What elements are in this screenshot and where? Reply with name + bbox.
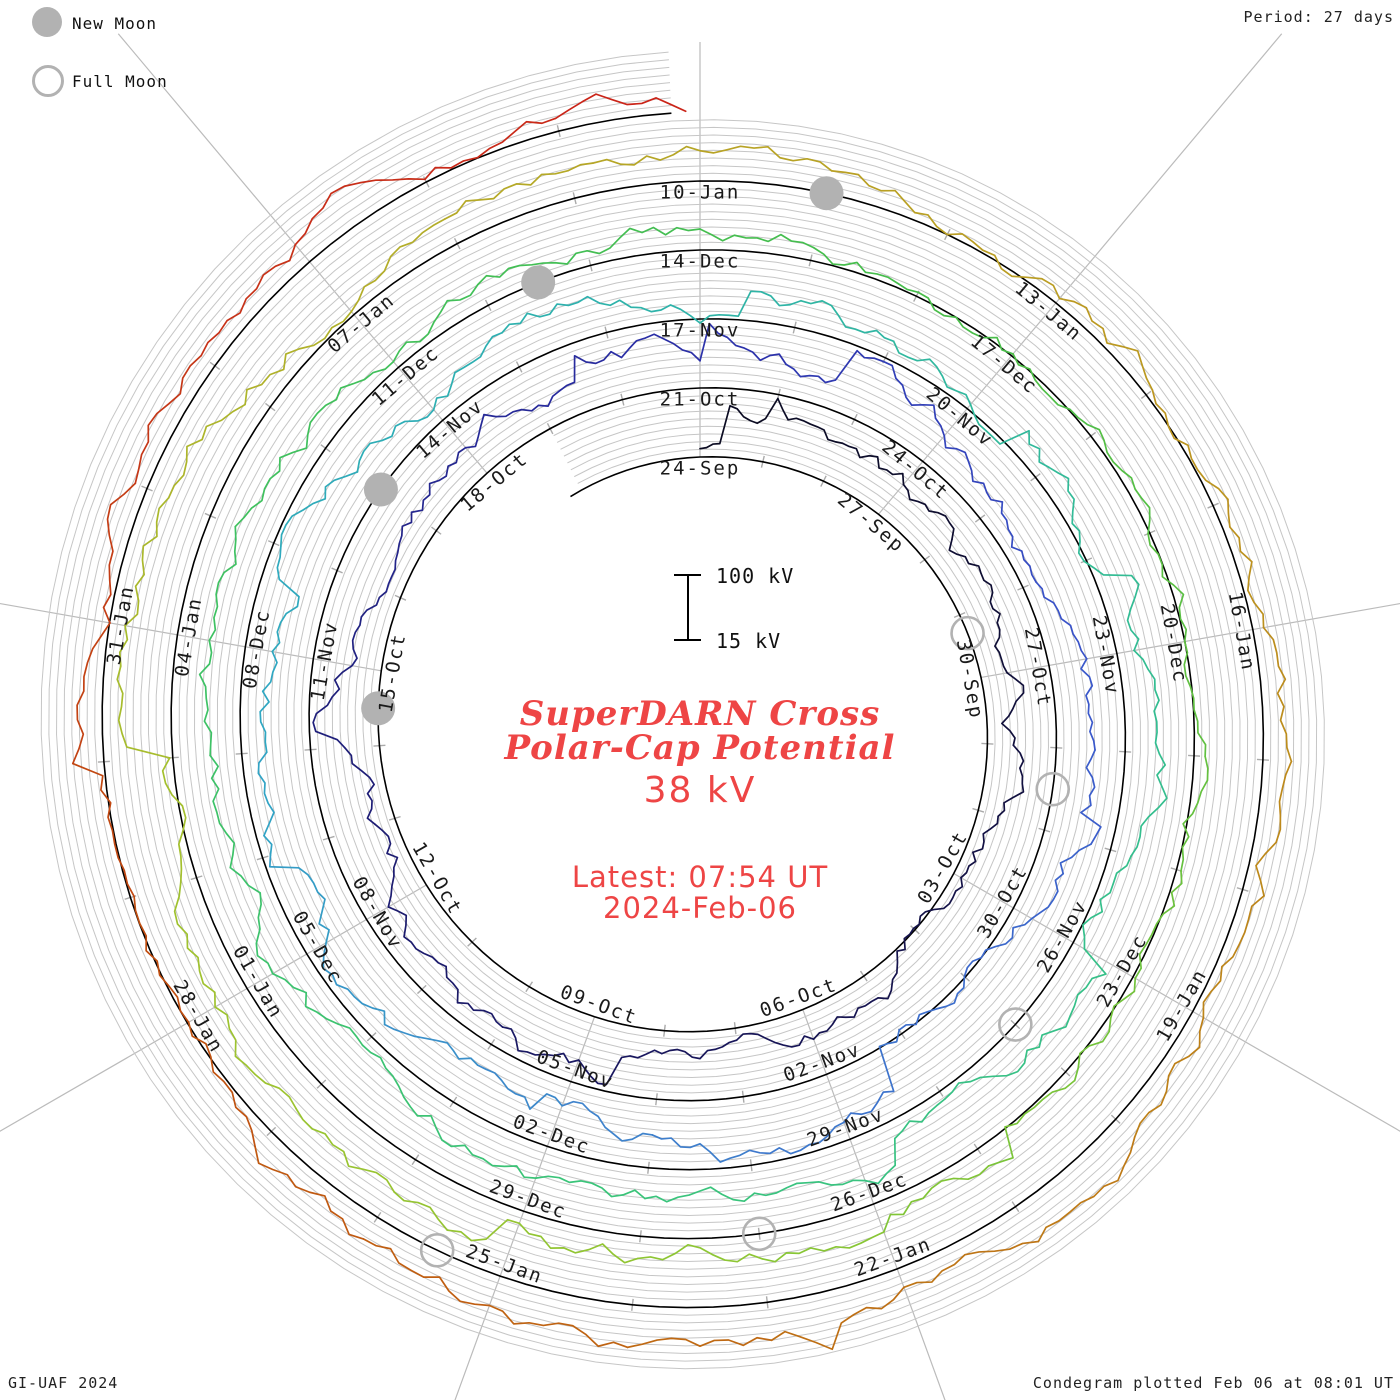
full-moon-icon bbox=[32, 65, 64, 97]
date-label: 05-Nov bbox=[534, 1046, 617, 1094]
credit-label: GI-UAF 2024 bbox=[8, 1374, 119, 1392]
scale-bar-cap-top bbox=[674, 574, 701, 576]
date-label: 07-Jan bbox=[323, 289, 399, 358]
date-label: 29-Dec bbox=[486, 1175, 569, 1223]
moon-markers bbox=[361, 176, 1071, 1268]
full-moon-marker bbox=[950, 615, 985, 651]
date-label: 18-Oct bbox=[456, 448, 532, 517]
date-label: 14-Dec bbox=[660, 251, 741, 273]
new-moon-marker bbox=[361, 691, 396, 726]
date-label: 11-Nov bbox=[307, 619, 343, 702]
current-value: 38 kV bbox=[643, 770, 757, 811]
scale-bar-line bbox=[687, 575, 689, 640]
latest-date: 2024-Feb-06 bbox=[603, 891, 797, 925]
full-moon-marker bbox=[419, 1233, 455, 1268]
latest-time: Latest: 07:54 UT bbox=[571, 860, 829, 894]
date-label: 25-Jan bbox=[463, 1240, 546, 1288]
scale-bottom-label: 15 kV bbox=[716, 629, 782, 653]
date-label: 08-Dec bbox=[239, 607, 275, 690]
full-moon-marker bbox=[741, 1216, 777, 1252]
date-label: 14-Nov bbox=[412, 395, 488, 464]
date-label: 09-Oct bbox=[557, 981, 640, 1029]
date-label: 21-Oct bbox=[660, 389, 741, 411]
plotted-timestamp: Condegram plotted Feb 06 at 08:01 UT bbox=[1032, 1374, 1394, 1392]
date-label: 24-Sep bbox=[660, 458, 741, 480]
date-label: 10-Jan bbox=[660, 182, 741, 204]
new-moon-marker bbox=[521, 265, 556, 300]
potential-trace bbox=[71, 93, 1293, 1351]
date-label: 02-Dec bbox=[510, 1111, 593, 1159]
new-moon-marker bbox=[809, 176, 844, 211]
full-moon-label: Full Moon bbox=[72, 72, 168, 91]
new-moon-label: New Moon bbox=[72, 14, 158, 33]
new-moon-icon bbox=[32, 7, 62, 37]
scale-top-label: 100 kV bbox=[716, 564, 795, 588]
chart-title-line2: Polar-Cap Potential bbox=[504, 728, 896, 768]
date-label: 11-Dec bbox=[368, 342, 444, 411]
chart-title-line1: SuperDARN Cross bbox=[519, 694, 881, 734]
scale-bar-cap-bottom bbox=[674, 639, 701, 641]
full-moon-marker bbox=[1035, 771, 1071, 807]
period-label: Period: 27 days bbox=[1243, 8, 1394, 26]
date-label: 17-Nov bbox=[660, 320, 741, 342]
date-label: 28-Jan bbox=[168, 976, 227, 1057]
new-moon-marker bbox=[363, 472, 398, 507]
full-moon-marker bbox=[998, 1007, 1033, 1042]
